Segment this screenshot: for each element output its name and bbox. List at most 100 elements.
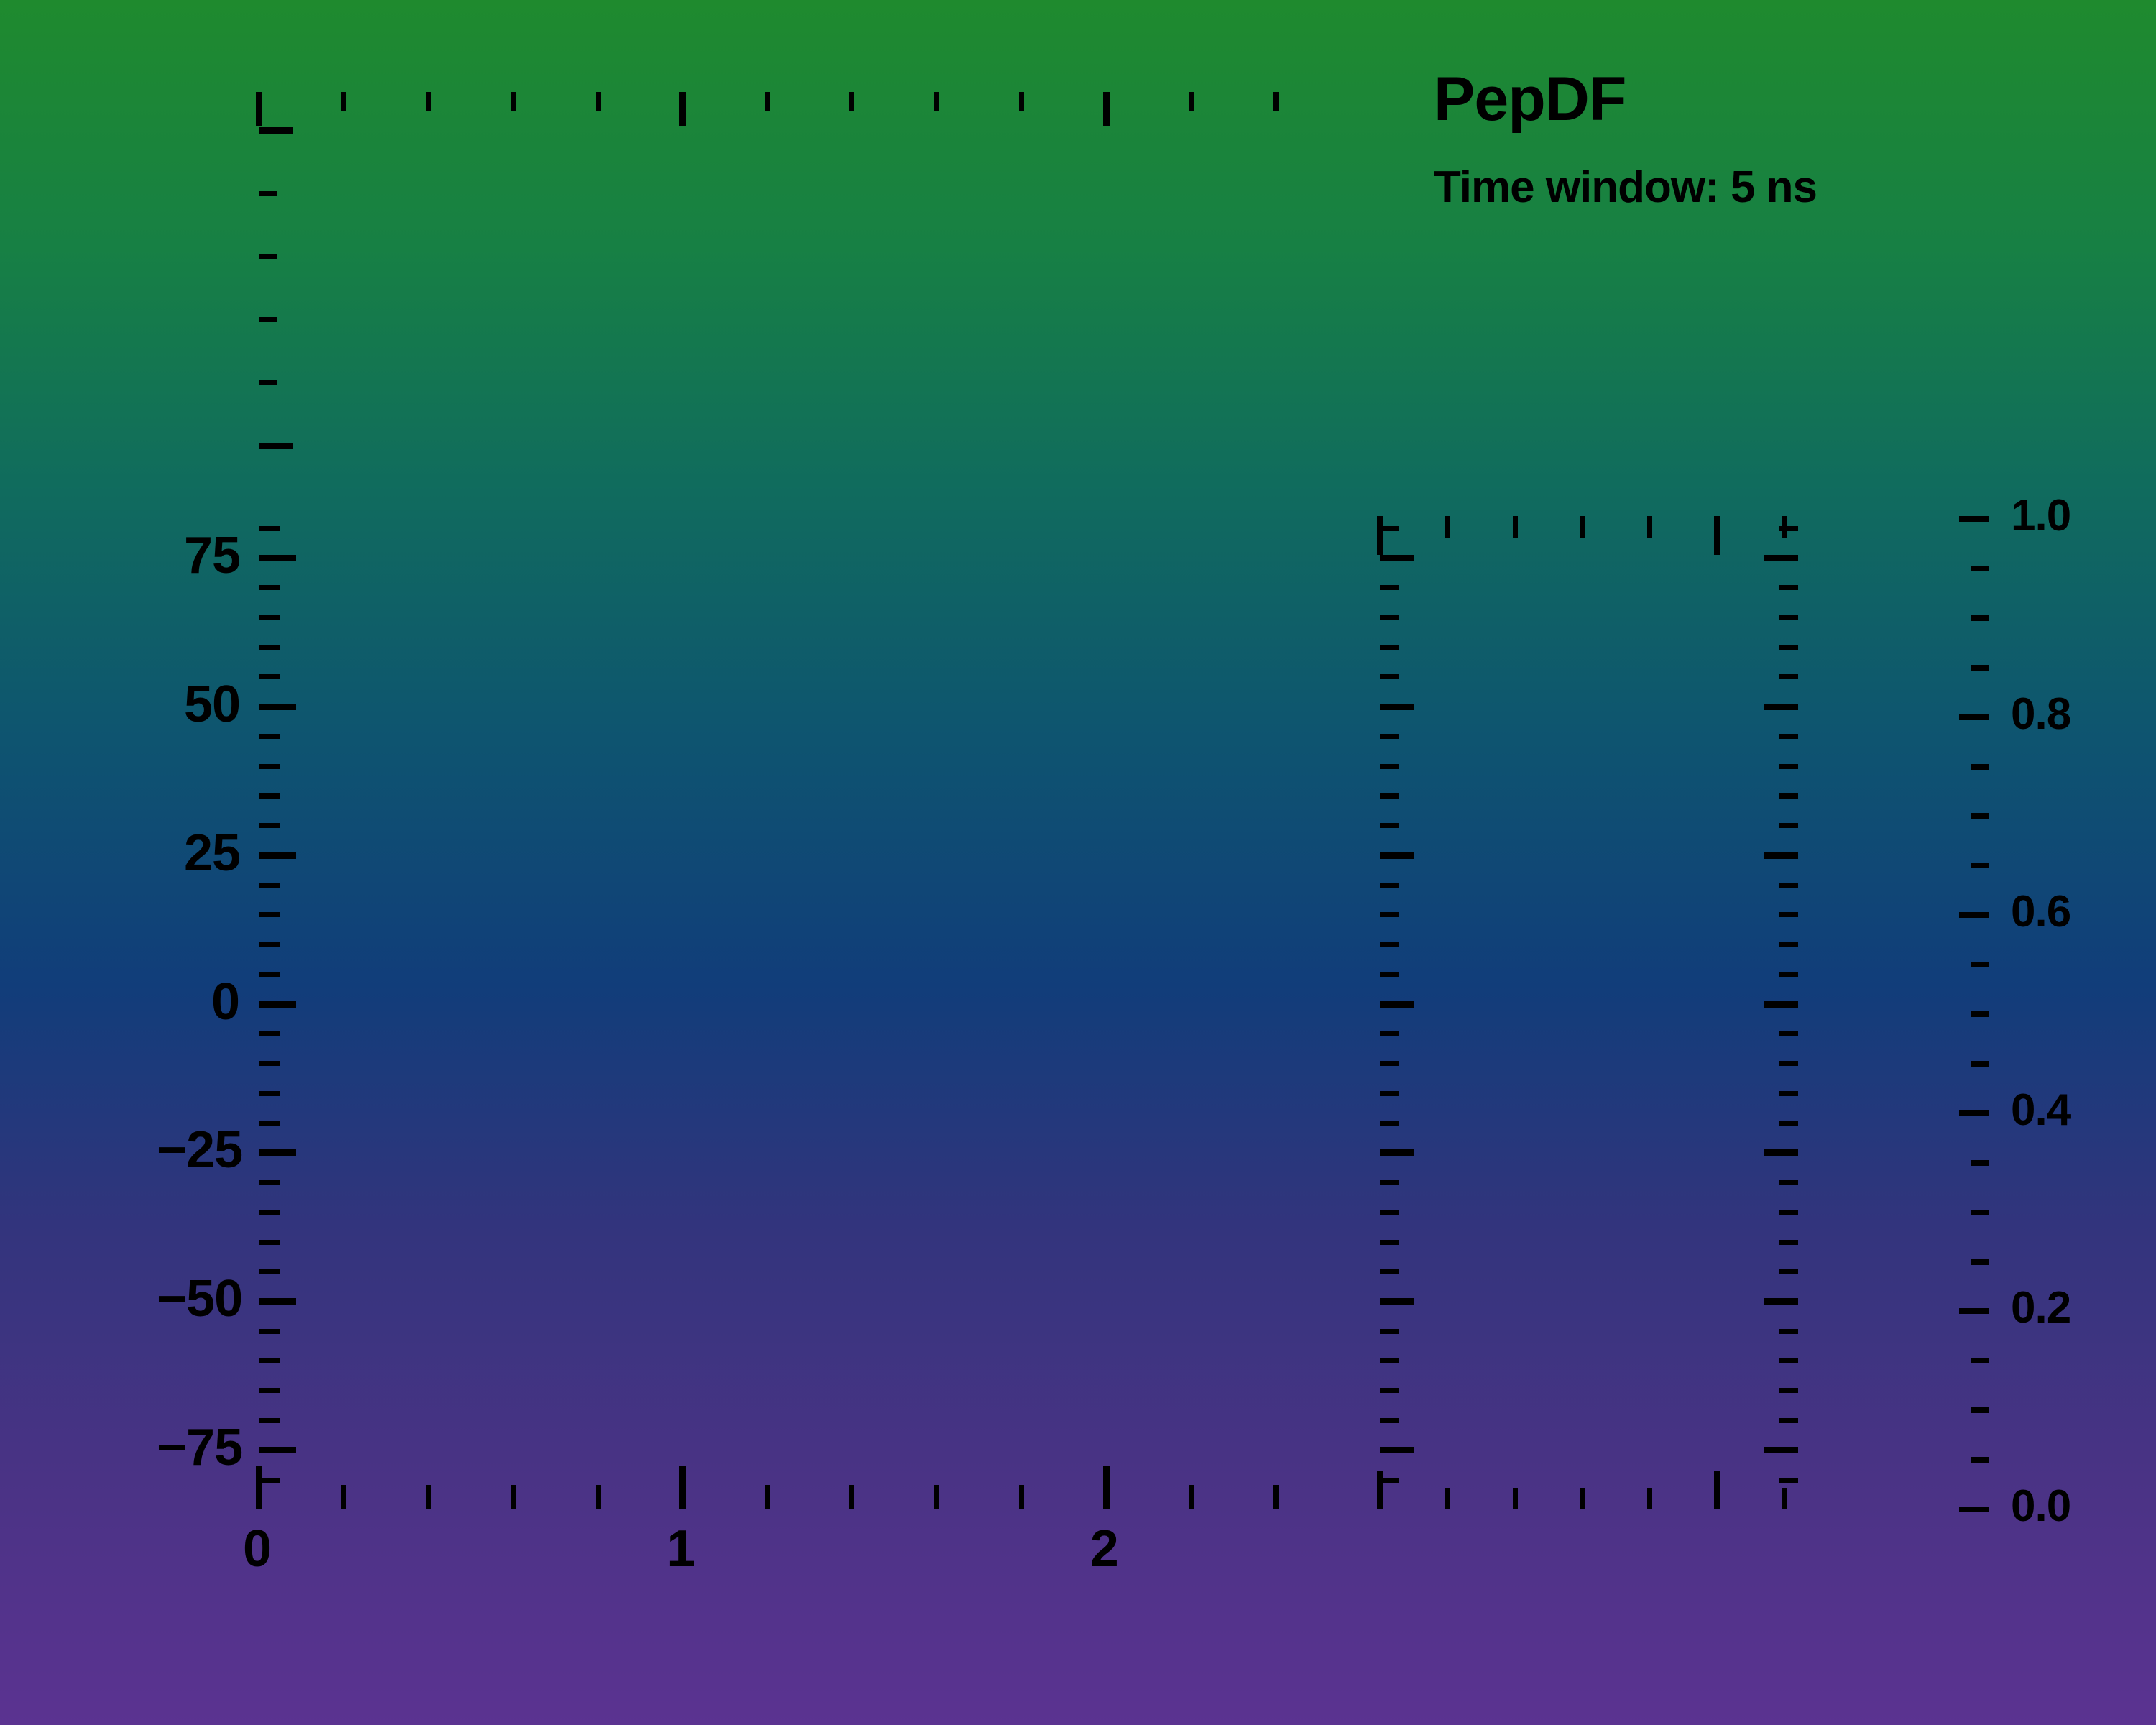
- y-major-tick: [259, 1149, 296, 1156]
- top-hist-x-minor: [1018, 92, 1024, 111]
- y-minor-tick: [259, 972, 280, 978]
- right-hist-x-minor-top: [1445, 516, 1450, 538]
- top-hist-x-major: [679, 92, 686, 126]
- right-hist-y-minor: [1380, 793, 1399, 799]
- y-minor-tick: [259, 1417, 280, 1423]
- right-hist-y-minor: [1380, 1239, 1399, 1245]
- colorbar-tick-label: 0.2: [2011, 1283, 2071, 1333]
- colorbar-tick: [1971, 565, 1989, 571]
- right-hist-y-minor: [1380, 645, 1399, 650]
- right-hist-y-minor-r: [1779, 585, 1798, 591]
- y-minor-tick: [259, 1031, 280, 1036]
- colorbar-tick-label: 0.0: [2011, 1481, 2071, 1531]
- y-tick-label: −75: [157, 1419, 243, 1477]
- y-tick-label: 0: [211, 972, 240, 1031]
- right-hist-y-minor: [1380, 823, 1399, 829]
- y-major-tick: [259, 1447, 296, 1454]
- right-hist-y-minor-r: [1779, 883, 1798, 888]
- colorbar-tick: [1971, 1011, 1989, 1017]
- y-minor-tick: [259, 823, 280, 829]
- x-minor-tick: [1018, 1485, 1024, 1509]
- right-hist-y-minor: [1380, 1210, 1399, 1215]
- right-hist-y-minor-r: [1779, 1061, 1798, 1067]
- x-tick-label: 2: [1089, 1520, 1119, 1578]
- y-minor-tick: [259, 585, 280, 591]
- top-hist-x-minor: [849, 92, 855, 111]
- right-hist-x-minor: [1782, 1488, 1788, 1509]
- y-major-tick: [259, 703, 296, 710]
- colorbar-tick: [1971, 1407, 1989, 1414]
- y-tick-label: −50: [157, 1270, 243, 1328]
- right-hist-x-major: [1377, 1471, 1383, 1509]
- right-hist-y-major-r: [1764, 1149, 1798, 1156]
- right-hist-y-minor: [1380, 1121, 1399, 1126]
- right-hist-y-major-r: [1764, 1447, 1798, 1454]
- right-hist-y-minor-r: [1779, 1328, 1798, 1334]
- top-hist-y-minor: [259, 254, 277, 259]
- right-hist-y-minor: [1380, 1328, 1399, 1334]
- y-tick-label: 50: [184, 675, 241, 733]
- right-hist-y-minor-r: [1779, 1477, 1798, 1483]
- right-hist-x-major: [1714, 1471, 1721, 1509]
- right-hist-x-major-top: [1377, 516, 1383, 555]
- right-hist-x-minor: [1445, 1488, 1450, 1509]
- right-hist-y-minor-r: [1779, 823, 1798, 829]
- right-hist-y-major-r: [1764, 1298, 1798, 1305]
- x-minor-tick: [510, 1485, 516, 1509]
- page-title: PepDF: [1434, 65, 1626, 134]
- colorbar-tick-label: 0.4: [2011, 1085, 2071, 1135]
- right-hist-y-minor-r: [1779, 1090, 1798, 1096]
- right-hist-y-minor: [1380, 912, 1399, 918]
- right-hist-y-major: [1380, 1447, 1414, 1454]
- right-hist-y-minor-r: [1779, 1269, 1798, 1274]
- colorbar-tick: [1959, 714, 1989, 720]
- top-hist-x-major: [256, 92, 262, 126]
- right-hist-y-minor: [1380, 1417, 1399, 1423]
- top-hist-y-minor: [259, 380, 277, 386]
- y-minor-tick: [259, 912, 280, 918]
- right-hist-y-minor: [1380, 1090, 1399, 1096]
- right-hist-y-minor: [1380, 972, 1399, 978]
- right-hist-y-minor-r: [1779, 1239, 1798, 1245]
- right-hist-y-minor-r: [1779, 763, 1798, 769]
- right-hist-y-minor: [1380, 674, 1399, 680]
- right-hist-y-minor-r: [1779, 912, 1798, 918]
- right-hist-y-minor-r: [1779, 1121, 1798, 1126]
- x-major-tick: [679, 1466, 686, 1509]
- y-minor-tick: [259, 1388, 280, 1394]
- colorbar-tick: [1959, 1506, 1989, 1512]
- colorbar-tick-label: 0.8: [2011, 689, 2071, 739]
- right-hist-y-minor-r: [1779, 942, 1798, 947]
- colorbar-tick: [1971, 1209, 1989, 1215]
- y-tick-label: 75: [184, 526, 241, 584]
- y-minor-tick: [259, 1328, 280, 1334]
- x-minor-tick: [1188, 1485, 1194, 1509]
- y-minor-tick: [259, 1090, 280, 1096]
- y-minor-tick: [259, 674, 280, 680]
- y-major-tick: [259, 1000, 296, 1008]
- right-hist-y-minor: [1380, 942, 1399, 947]
- y-minor-tick: [259, 645, 280, 650]
- x-minor-tick: [595, 1485, 601, 1509]
- right-hist-x-minor: [1647, 1488, 1653, 1509]
- right-hist-y-minor: [1380, 1031, 1399, 1036]
- top-hist-x-minor: [510, 92, 516, 111]
- y-minor-tick: [259, 1358, 280, 1364]
- top-hist-x-minor: [765, 92, 770, 111]
- y-minor-tick: [259, 525, 280, 531]
- right-hist-y-major: [1380, 554, 1414, 561]
- y-minor-tick: [259, 793, 280, 799]
- colorbar-tick: [1959, 912, 1989, 919]
- top-hist-x-minor: [595, 92, 601, 111]
- chart-subtitle: Time window: 5 ns: [1434, 162, 1818, 212]
- right-hist-y-major-r: [1764, 852, 1798, 859]
- right-hist-y-minor-r: [1779, 1358, 1798, 1364]
- x-minor-tick: [849, 1485, 855, 1509]
- right-hist-x-major-top: [1714, 516, 1721, 555]
- right-hist-y-minor-r: [1779, 793, 1798, 799]
- right-hist-y-minor-r: [1779, 1179, 1798, 1185]
- y-minor-tick: [259, 883, 280, 888]
- annotation-block: PepDF Time window: 5 ns: [1434, 65, 1818, 213]
- x-minor-tick: [341, 1485, 346, 1509]
- right-hist-x-minor: [1512, 1488, 1518, 1509]
